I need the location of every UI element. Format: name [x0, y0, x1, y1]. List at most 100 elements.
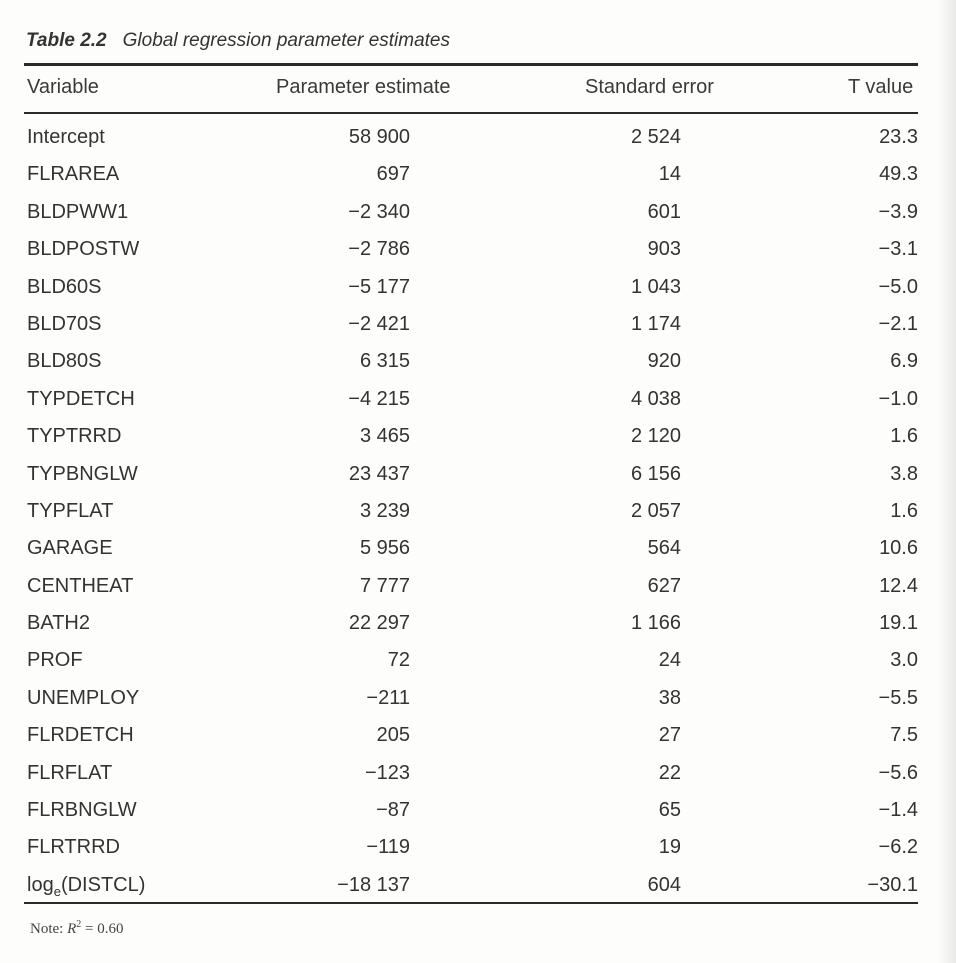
cell-parameter-estimate: 205: [376, 724, 410, 747]
cell-standard-error: 903: [647, 238, 681, 261]
cell-variable: FLRTRRD: [27, 836, 120, 859]
cell-standard-error: 601: [647, 200, 681, 223]
cell-standard-error: 24: [658, 649, 681, 672]
table-row: BLD80S 6 315 920 6.9: [0, 344, 956, 381]
table-row: BLDPOSTW −2 786 903 −3.1: [0, 232, 956, 269]
cell-variable: BLD80S: [27, 350, 102, 373]
cell-t-value: −3.9: [878, 200, 918, 223]
cell-t-value: 3.8: [890, 462, 918, 485]
table-row: TYPDETCH −4 215 4 038 −1.0: [0, 382, 956, 419]
cell-t-value: −5.5: [878, 686, 918, 709]
cell-parameter-estimate: 5 956: [359, 537, 410, 560]
cell-standard-error: 14: [658, 163, 681, 186]
cell-standard-error: 564: [647, 537, 681, 560]
cell-variable: Intercept: [27, 126, 105, 148]
cell-variable: FLRFLAT: [27, 761, 113, 784]
cell-variable: TYPFLAT: [27, 499, 114, 522]
cell-t-value: 19.1: [879, 612, 918, 635]
table-row: FLRTRRD −119 19 −6.2: [0, 830, 956, 867]
cell-parameter-estimate: 3 465: [359, 425, 410, 448]
header-parameter-estimate: Parameter estimate: [276, 76, 451, 98]
table-row: GARAGE 5 956 564 10.6: [0, 531, 956, 568]
table-header-rule: [24, 112, 918, 114]
cell-t-value: 3.0: [890, 649, 918, 672]
note-r-symbol: R: [67, 921, 77, 937]
cell-variable: BLDPOSTW: [27, 238, 140, 261]
cell-standard-error: 920: [647, 350, 681, 373]
table-body: Intercept 58 900 2 524 23.3 FLRAREA 697 …: [0, 120, 956, 905]
cell-parameter-estimate: −211: [366, 686, 410, 709]
cell-parameter-estimate: −4 215: [348, 387, 410, 410]
table-row: FLRFLAT −123 22 −5.6: [0, 756, 956, 793]
note-r-superscript: 2: [76, 919, 82, 930]
cell-standard-error: 604: [647, 873, 681, 896]
cell-standard-error: 4 038: [630, 387, 681, 410]
table-row: PROF 72 24 3.0: [0, 643, 956, 680]
cell-t-value: −1.4: [878, 799, 918, 822]
cell-t-value: 1.6: [890, 425, 918, 448]
header-standard-error: Standard error: [585, 76, 714, 98]
table-caption: Table 2.2 Global regression parameter est…: [26, 30, 450, 52]
page-edge-shadow: [938, 0, 956, 963]
cell-t-value: 12.4: [879, 574, 918, 597]
cell-parameter-estimate: −2 340: [348, 200, 410, 223]
cell-variable: PROF: [27, 649, 83, 672]
cell-variable: GARAGE: [27, 537, 113, 560]
cell-parameter-estimate: 6 315: [359, 350, 410, 373]
note-value: = 0.60: [85, 921, 124, 937]
header-t-value: T value: [848, 76, 914, 98]
table-header-row: Variable Parameter estimate Standard err…: [0, 76, 956, 106]
cell-parameter-estimate: −2 421: [348, 312, 410, 335]
cell-standard-error: 627: [647, 574, 681, 597]
cell-variable: BLDPWW1: [27, 200, 129, 223]
cell-standard-error: 38: [658, 686, 681, 709]
table-bottom-rule: [24, 902, 918, 904]
table-row: loge(DISTCL) −18 137 604 −30.1: [0, 868, 956, 905]
variable-log-suffix: (DISTCL): [60, 873, 146, 896]
cell-t-value: 10.6: [879, 537, 918, 560]
cell-parameter-estimate: −18 137: [337, 873, 410, 896]
cell-parameter-estimate: 22 297: [348, 612, 410, 635]
cell-t-value: −6.2: [878, 836, 918, 859]
cell-standard-error: 27: [658, 724, 681, 747]
cell-parameter-estimate: 3 239: [359, 499, 410, 522]
cell-standard-error: 2 524: [630, 126, 681, 148]
cell-parameter-estimate: 23 437: [348, 462, 410, 485]
cell-variable: TYPDETCH: [27, 387, 135, 410]
cell-standard-error: 1 174: [630, 312, 681, 335]
table-row: FLRBNGLW −87 65 −1.4: [0, 793, 956, 830]
table-row: FLRDETCH 205 27 7.5: [0, 718, 956, 755]
table-row: TYPTRRD 3 465 2 120 1.6: [0, 419, 956, 456]
cell-parameter-estimate: −87: [376, 799, 410, 822]
variable-log-subscript: e: [53, 883, 61, 899]
table-caption-label: Table 2.2: [26, 30, 107, 51]
table-caption-title: Global regression parameter estimates: [122, 30, 450, 51]
cell-parameter-estimate: −123: [364, 761, 410, 784]
cell-standard-error: 65: [658, 799, 681, 822]
table-row: BLDPWW1 −2 340 601 −3.9: [0, 195, 956, 232]
cell-standard-error: 1 043: [630, 275, 681, 298]
cell-t-value: 49.3: [879, 163, 918, 186]
cell-parameter-estimate: 7 777: [359, 574, 410, 597]
header-variable: Variable: [27, 76, 99, 98]
cell-variable: BLD70S: [27, 312, 102, 335]
cell-t-value: 7.5: [890, 724, 918, 747]
cell-t-value: −5.0: [878, 275, 918, 298]
cell-parameter-estimate: −5 177: [348, 275, 410, 298]
cell-parameter-estimate: 697: [376, 163, 410, 186]
table-row: Intercept 58 900 2 524 23.3: [0, 120, 956, 157]
cell-variable: TYPTRRD: [27, 425, 122, 448]
cell-t-value: 6.9: [890, 350, 918, 373]
cell-variable: FLRAREA: [27, 163, 120, 186]
cell-parameter-estimate: 72: [387, 649, 410, 672]
cell-variable: FLRBNGLW: [27, 799, 137, 822]
cell-variable: BATH2: [27, 612, 90, 635]
cell-parameter-estimate: −119: [366, 836, 410, 859]
cell-variable: FLRDETCH: [27, 724, 134, 747]
cell-parameter-estimate: −2 786: [348, 238, 410, 261]
cell-t-value: −1.0: [878, 387, 918, 410]
cell-t-value: 1.6: [890, 499, 918, 522]
table-row: BLD70S −2 421 1 174 −2.1: [0, 307, 956, 344]
cell-parameter-estimate: 58 900: [348, 126, 410, 148]
table-row: UNEMPLOY −211 38 −5.5: [0, 681, 956, 718]
